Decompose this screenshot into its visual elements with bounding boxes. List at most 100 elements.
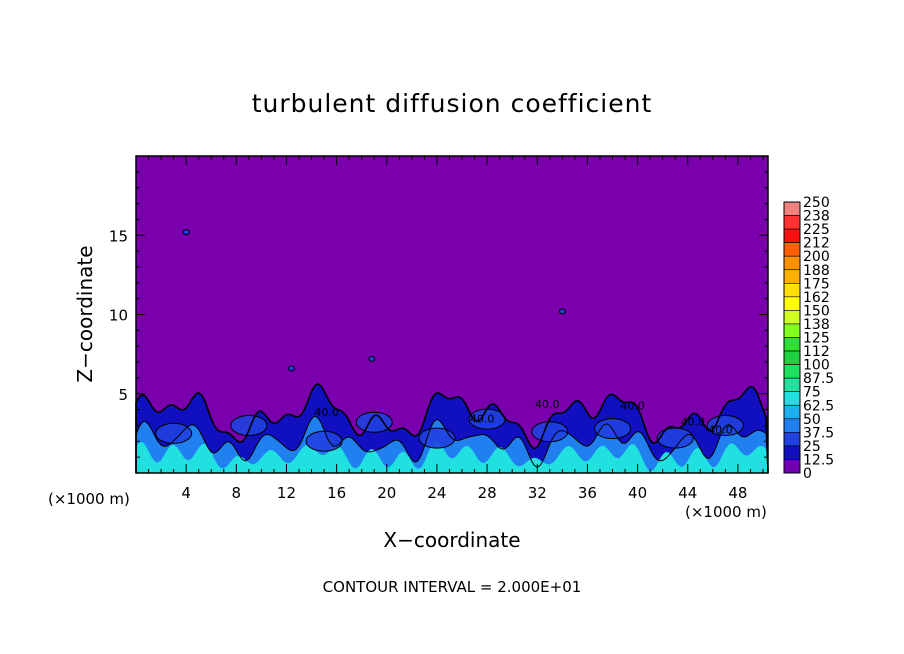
colorbar-swatch [783, 432, 801, 447]
y-tick-label: 10 [109, 307, 128, 325]
high-level-region [136, 441, 768, 473]
colorbar-swatch [783, 337, 801, 352]
colorbar-label: 188 [803, 263, 830, 279]
colorbar-label: 200 [803, 249, 830, 265]
x-unit-left: (×1000 m) [48, 490, 130, 508]
contour-eddy [706, 414, 744, 436]
eddy [356, 412, 393, 433]
colorbar-frame [783, 201, 801, 474]
eddy [469, 409, 506, 430]
colorbar-swatch [783, 215, 801, 230]
colorbar-swatch [783, 323, 801, 338]
x-tick-label: 28 [478, 484, 497, 502]
contour-label: 40.0 [708, 423, 733, 436]
colorbar-label: 37.5 [803, 425, 834, 441]
x-minor-ticks [148, 156, 764, 473]
colorbar-label: 175 [803, 276, 830, 292]
y-tick-label: 5 [118, 386, 128, 404]
colorbar-label: 125 [803, 331, 830, 347]
colorbar-label: 112 [803, 344, 830, 360]
colorbar-label: 250 [803, 195, 830, 211]
contour-label: 40.0 [535, 398, 560, 411]
y-tick-label: 15 [109, 227, 128, 245]
colorbar-swatch [783, 445, 801, 460]
colorbar-swatch [783, 228, 801, 243]
colorbar-swatch [783, 269, 801, 284]
colorbar-swatch [783, 310, 801, 325]
isolated-contour [368, 355, 376, 362]
colorbar-label: 50 [803, 412, 821, 428]
eddy [657, 428, 694, 449]
colorbar-swatch [783, 418, 801, 433]
colorbar-label: 150 [803, 303, 830, 319]
colorbar-label: 212 [803, 236, 830, 252]
x-tick-label: 12 [277, 484, 296, 502]
contour-eddy [531, 421, 569, 443]
contour-eddy [230, 414, 268, 436]
contour-label: 40.0 [620, 400, 645, 413]
contour-lines [135, 229, 769, 474]
colorbar-label: 12.5 [803, 452, 834, 468]
x-tick-label: 48 [728, 484, 747, 502]
isolated-contour [558, 308, 566, 315]
colorbar-swatch [783, 282, 801, 298]
colorbar-label: 0 [803, 466, 812, 482]
x-axis-ticks: 4 8 12 16 20 24 28 32 36 40 44 48 [181, 156, 747, 502]
contour-eddy [594, 418, 632, 440]
x-tick-label: 32 [528, 484, 547, 502]
contour-line-outer [135, 382, 769, 474]
x-tick-label: 44 [678, 484, 697, 502]
x-tick-label: 24 [427, 484, 446, 502]
eddy [230, 415, 267, 436]
colorbar-label: 62.5 [803, 398, 834, 414]
chart-title: turbulent diffusion coefficient [252, 89, 653, 118]
contour-eddy [355, 411, 393, 433]
x-tick-label: 36 [578, 484, 597, 502]
eddy [418, 428, 455, 449]
colorbar-swatch [783, 201, 801, 216]
colorbar-label: 87.5 [803, 371, 834, 387]
eddy [707, 415, 744, 436]
colorbar-swatch [783, 350, 801, 365]
contour-label: 40.0 [470, 412, 495, 425]
x-tick-label: 16 [327, 484, 346, 502]
colorbar-swatch [783, 459, 801, 474]
contour-eddy [468, 408, 506, 430]
contour-eddy [656, 427, 694, 449]
x-tick-label: 8 [232, 484, 242, 502]
contour-eddy [155, 422, 193, 444]
contour-label: 40.0 [681, 415, 706, 428]
y-axis-label: Z−coordinate [73, 245, 97, 382]
isolated-contour [287, 365, 295, 372]
colorbar-legend: 2502382252122001881751621501381251121008… [783, 195, 834, 482]
x-tick-label: 20 [377, 484, 396, 502]
contour-labels: 40.0 40.040.0 40.040.040.0 [314, 398, 732, 436]
isolated-contour [182, 229, 190, 236]
plot-area: 40.0 40.040.0 40.040.040.0 [135, 155, 769, 474]
y-minor-ticks [136, 171, 768, 458]
x-axis-label: X−coordinate [383, 528, 520, 552]
eddy [155, 423, 192, 444]
colorbar-label: 225 [803, 222, 830, 238]
colorbar-label: 238 [803, 209, 830, 225]
colorbar-label: 100 [803, 358, 830, 374]
y-axis-ticks: 5 10 15 [109, 227, 768, 404]
contour-eddy [305, 430, 343, 452]
x-tick-label: 4 [181, 484, 191, 502]
contour-line-inner [135, 415, 769, 474]
contour-interval-note: CONTOUR INTERVAL = 2.000E+01 [323, 578, 582, 596]
colorbar-swatch [783, 296, 801, 311]
colorbar-swatch [783, 242, 801, 257]
eddy [531, 421, 568, 442]
colorbar-label: 25 [803, 439, 821, 455]
colorbar-label: 138 [803, 317, 830, 333]
x-tick-label: 40 [628, 484, 647, 502]
x-unit-right: (×1000 m) [685, 503, 767, 521]
colorbar-swatch [783, 255, 801, 271]
colorbar-swatch [783, 377, 801, 392]
colorbar-swatch [783, 364, 801, 379]
colorbar-label: 75 [803, 385, 821, 401]
contour-label: 40.0 [314, 406, 339, 419]
contour-eddy [418, 427, 456, 449]
